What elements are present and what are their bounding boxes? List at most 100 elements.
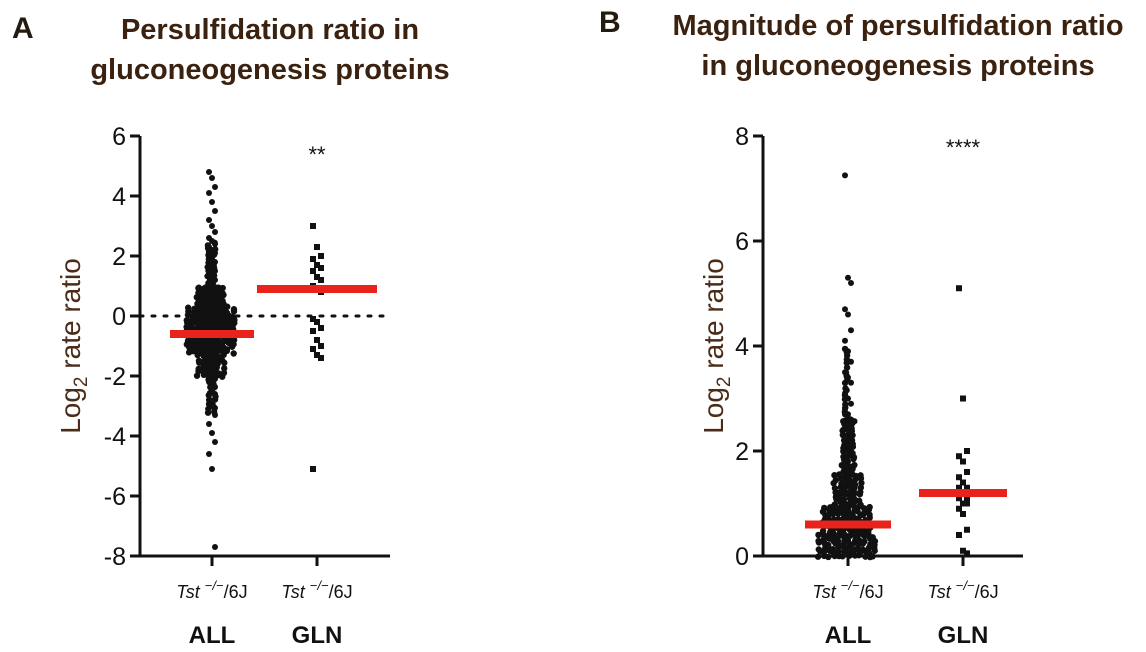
data-point	[834, 538, 842, 545]
y-tick-label: -8	[104, 543, 126, 571]
data-point	[838, 461, 846, 469]
data-point	[842, 484, 848, 491]
data-point	[865, 549, 873, 557]
data-point	[212, 184, 218, 190]
series-all	[170, 169, 254, 550]
data-point	[842, 500, 848, 507]
data-point	[960, 547, 966, 554]
data-point	[845, 274, 851, 281]
data-point	[848, 358, 854, 365]
panel-a: A Persulfidation ratio in gluconeogenesi…	[12, 12, 450, 649]
data-point	[854, 508, 861, 515]
data-point	[829, 546, 836, 553]
data-point	[956, 484, 962, 491]
data-point	[845, 411, 851, 418]
category-label: Tst −/−/6J	[281, 578, 352, 602]
data-point	[814, 553, 822, 560]
data-point	[206, 421, 212, 427]
genotype-suffix: /6J	[975, 582, 999, 602]
data-point	[209, 403, 215, 409]
data-point	[188, 323, 195, 330]
data-point	[845, 490, 851, 496]
data-point	[230, 350, 237, 357]
data-point	[202, 284, 209, 291]
panel-letter-b: B	[599, 6, 621, 39]
y-tick-label: 0	[735, 543, 749, 571]
data-point	[831, 501, 838, 508]
data-point	[831, 472, 838, 479]
panel-a-title-line1: Persulfidation ratio in	[120, 14, 420, 46]
data-point	[859, 546, 866, 553]
data-point	[201, 293, 208, 300]
data-point	[830, 537, 837, 545]
data-point	[960, 458, 966, 465]
data-point	[212, 349, 218, 355]
data-point	[212, 313, 218, 319]
data-point	[314, 274, 320, 280]
data-point	[964, 550, 970, 557]
data-point	[212, 259, 218, 265]
y-axis-label-rest: rate ratio	[698, 258, 729, 376]
data-point	[195, 284, 203, 291]
category-label: Tst −/−/6J	[927, 578, 998, 602]
data-point	[212, 322, 218, 328]
data-point	[848, 542, 854, 549]
data-point	[848, 511, 854, 517]
data-point	[848, 400, 854, 407]
data-point	[845, 348, 851, 355]
data-point	[206, 217, 212, 223]
data-point	[848, 280, 854, 286]
data-point	[189, 336, 197, 344]
data-point	[848, 479, 854, 486]
data-point	[310, 328, 316, 334]
data-point	[855, 497, 863, 505]
data-point	[206, 169, 212, 175]
data-point	[212, 229, 218, 235]
data-point	[848, 448, 854, 454]
data-point	[212, 208, 218, 214]
group-label: GLN	[938, 622, 989, 649]
data-point	[842, 421, 848, 428]
data-point	[848, 495, 854, 502]
data-point	[956, 285, 962, 292]
y-tick-label: 6	[112, 123, 126, 151]
data-point	[212, 286, 218, 292]
genotype-text: Tst	[812, 582, 840, 602]
data-point	[206, 397, 212, 403]
data-point	[835, 533, 842, 540]
data-point	[310, 268, 316, 274]
data-point	[212, 439, 218, 445]
series-all	[805, 172, 891, 561]
panel-a-title-line2: gluconeogenesis proteins	[90, 54, 450, 86]
data-point	[956, 453, 962, 460]
data-point	[212, 340, 218, 346]
y-axis-label-main: Log	[55, 387, 86, 434]
data-point	[842, 337, 848, 344]
data-point	[842, 453, 848, 460]
data-point	[310, 223, 316, 229]
data-point	[212, 304, 218, 310]
data-point	[866, 503, 873, 511]
data-point	[848, 379, 854, 386]
series-gln	[257, 223, 377, 472]
data-point	[964, 495, 970, 502]
data-point	[200, 364, 207, 371]
data-point	[183, 317, 190, 324]
data-point	[848, 463, 854, 470]
data-point	[956, 495, 962, 502]
data-point	[836, 489, 843, 496]
significance-label: **	[308, 142, 326, 167]
data-point	[195, 357, 203, 364]
data-point	[845, 505, 851, 512]
data-point	[956, 505, 962, 512]
data-point	[839, 553, 846, 560]
category-label: Tst −/−/6J	[176, 578, 247, 602]
genotype-superscript: −/−	[841, 578, 860, 593]
y-tick-label: 2	[735, 438, 749, 466]
data-point	[224, 324, 231, 332]
data-point	[964, 469, 970, 475]
data-point	[845, 442, 851, 449]
data-point	[318, 343, 324, 349]
data-point	[206, 190, 212, 196]
